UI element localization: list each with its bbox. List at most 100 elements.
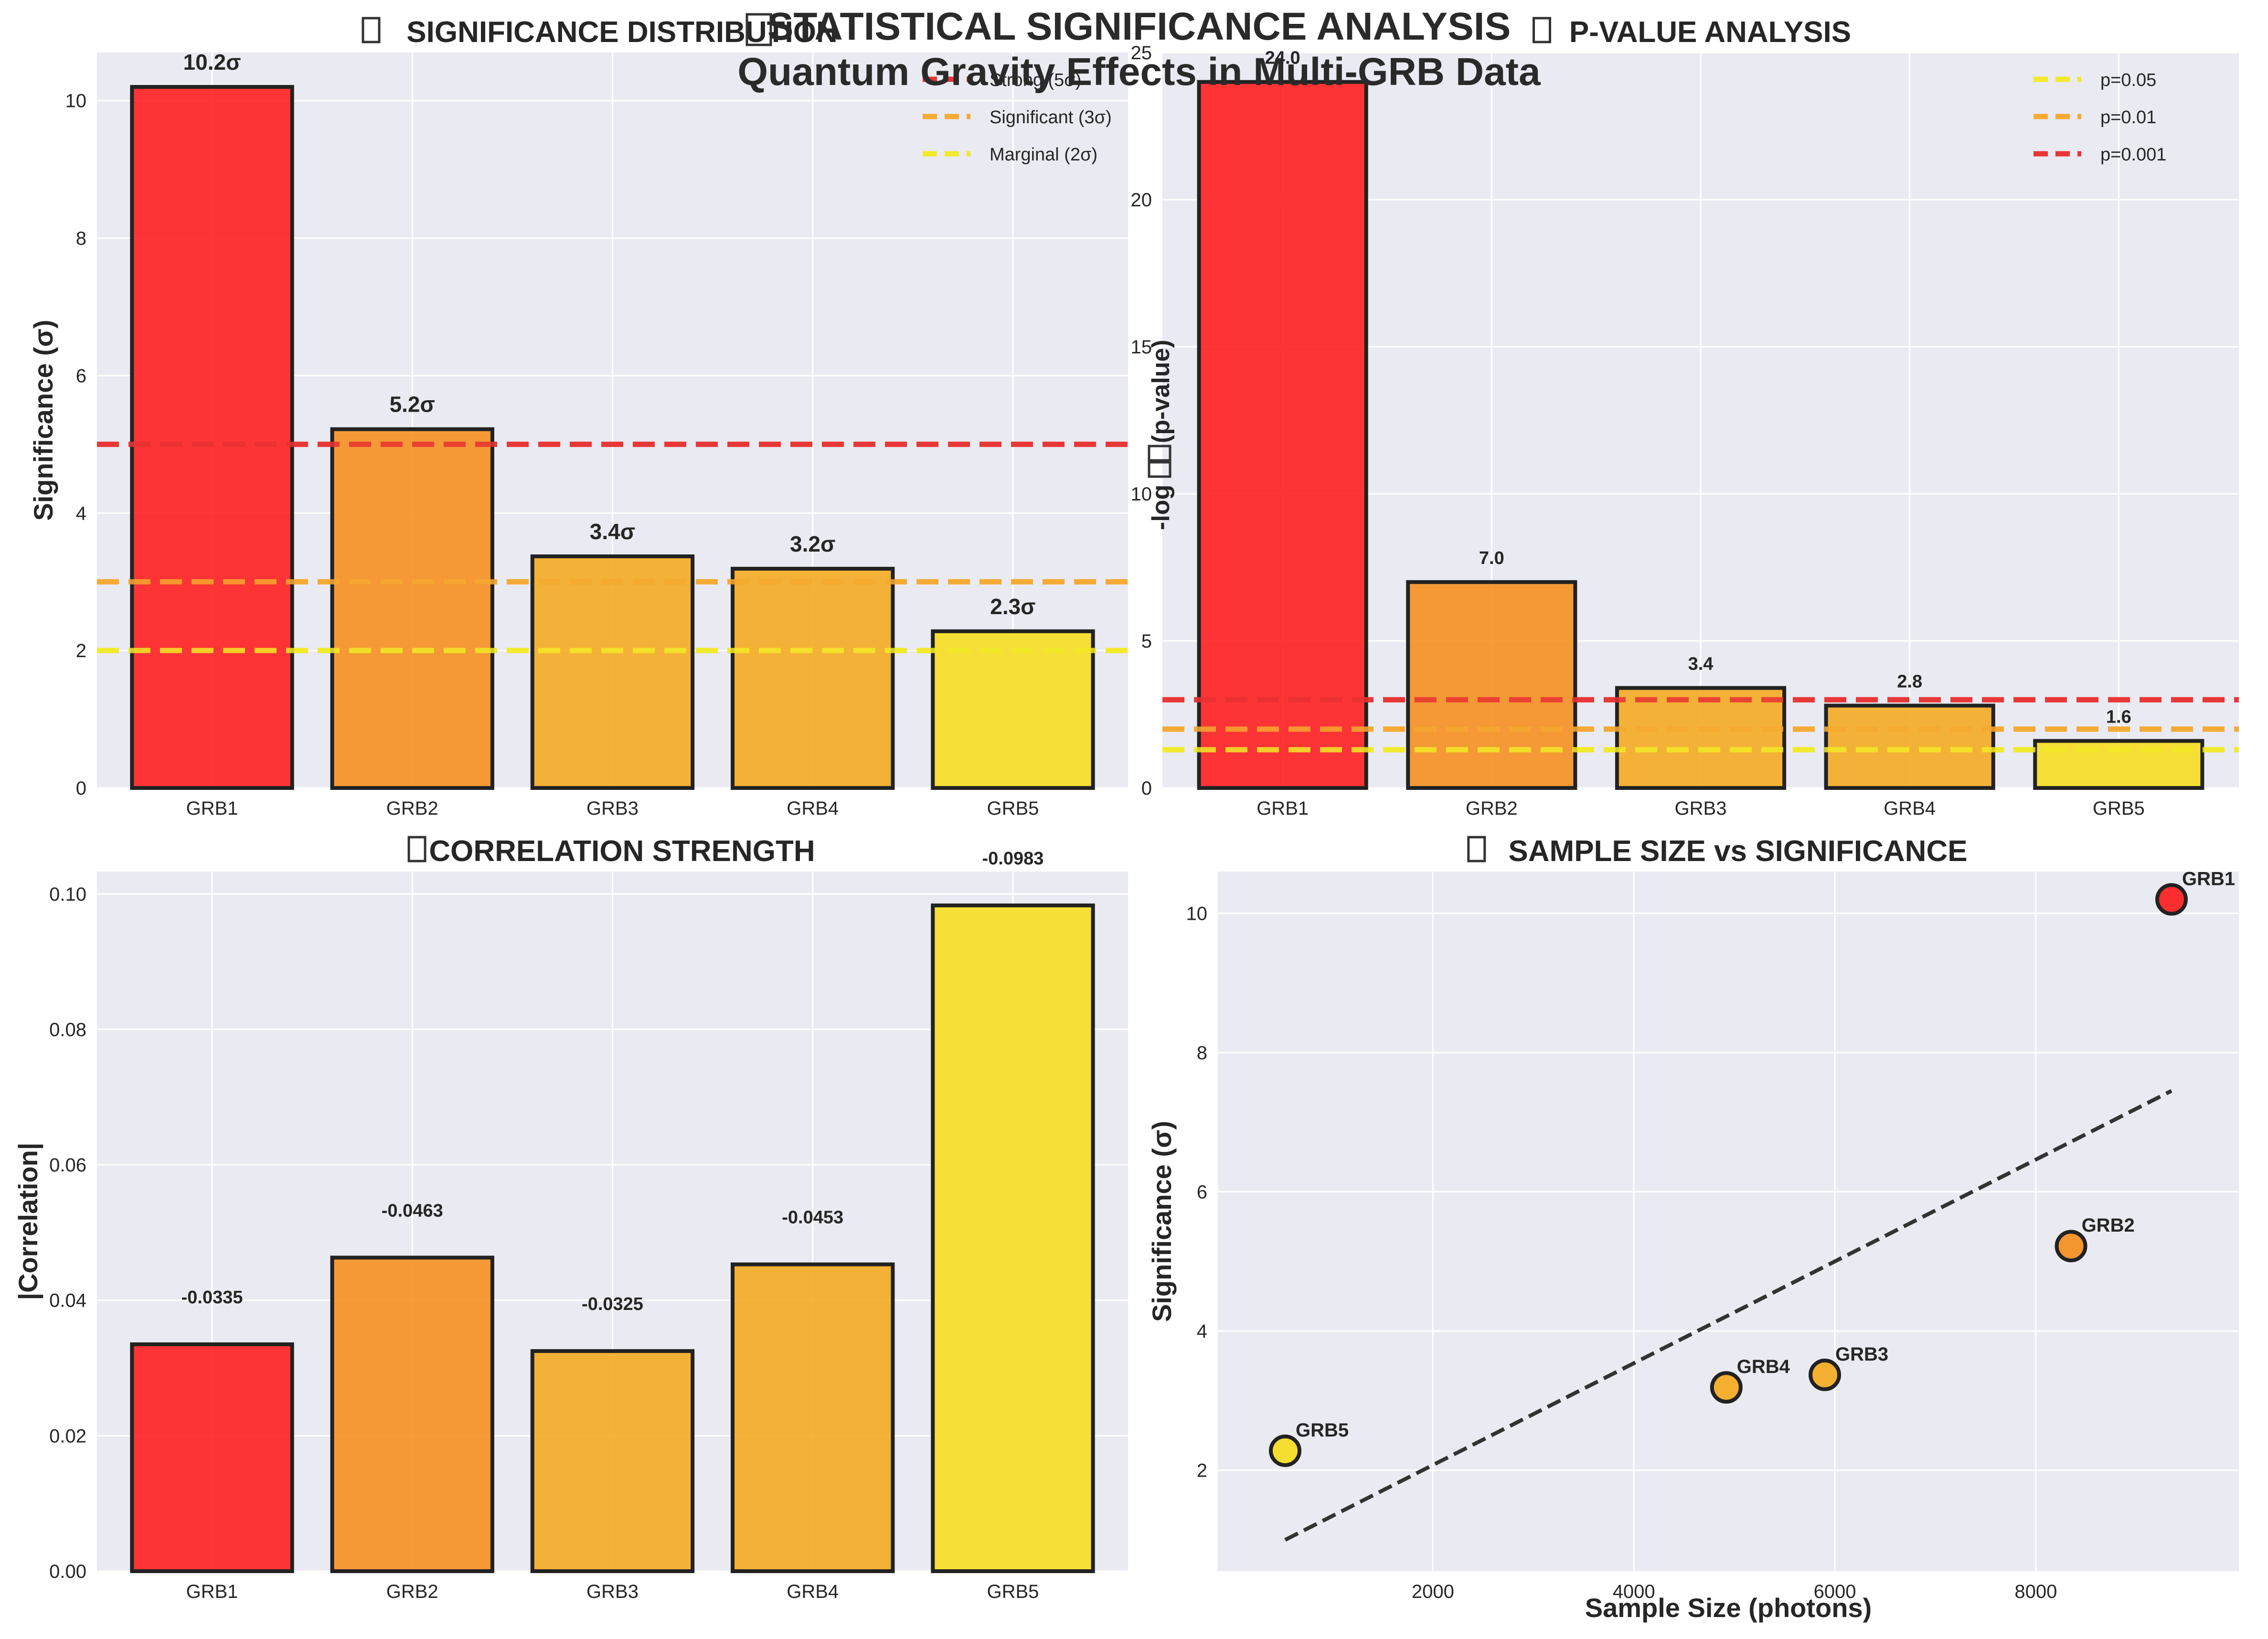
- y-tick-label: 10: [65, 91, 87, 112]
- bar-value-label: -0.0453: [782, 1208, 843, 1228]
- x-tick-label: GRB1: [1256, 798, 1309, 819]
- legend-label: Strong (5σ): [990, 70, 1081, 90]
- bar-value-label: 3.4: [1688, 654, 1714, 674]
- y-tick-label: 0.08: [49, 1019, 86, 1040]
- y-axis-label-text: Significance (σ): [28, 319, 58, 521]
- panel-title-text: SIGNIFICANCE DISTRIBUTION: [406, 16, 837, 49]
- legend-label: p=0.05: [2100, 70, 2156, 90]
- y-tick-label: 8: [1197, 1043, 1207, 1064]
- bar-grb2: [1406, 580, 1577, 790]
- y-axis-label: Significance (σ): [1147, 1121, 1177, 1322]
- bar-value-label: -0.0325: [582, 1294, 643, 1314]
- x-tick-label: GRB3: [586, 1581, 639, 1602]
- bar-grb2: [330, 427, 494, 790]
- y-tick-label: 0.04: [49, 1290, 86, 1311]
- y-tick-label: 0.06: [49, 1155, 86, 1176]
- y-axis-label: -log (p-value): [1147, 340, 1175, 530]
- x-tick-label: 4000: [1613, 1581, 1655, 1602]
- bar-grb1: [1197, 80, 1368, 790]
- y-axis-label: |Correlation|: [13, 1142, 43, 1300]
- bar-value-label: -0.0463: [382, 1201, 443, 1221]
- x-axis-label: Sample Size (photons): [1585, 1593, 1872, 1623]
- bar-grb5: [931, 629, 1095, 790]
- correlation-strength-panel: 0.00 0.02 0.04 0.06 0.08 0.10 -0.0335 -0.0463 -0…: [13, 835, 1128, 1602]
- x-tick-label: GRB5: [2093, 798, 2145, 819]
- bar-value-label: 2.8: [1897, 672, 1922, 692]
- significance-distribution-panel: 0 2 4 6 8 10 10.2σ 5.2σ 3.4σ 3.2σ 2.3σ GRB1 GRB2 GRB3…: [28, 16, 1128, 819]
- y-tick-label: 25: [1131, 43, 1152, 64]
- y-tick-label: 20: [1131, 190, 1152, 211]
- y-tick-label: 8: [76, 228, 86, 249]
- panel-title-text: SAMPLE SIZE vs SIGNIFICANCE: [1508, 835, 1967, 868]
- bar-grb1: [130, 1342, 294, 1573]
- panel-title: SAMPLE SIZE vs SIGNIFICANCE: [1467, 835, 1968, 868]
- point-label: GRB5: [1296, 1420, 1349, 1441]
- scatter-point-grb5: [1268, 1434, 1301, 1467]
- bar-value-label: 10.2σ: [183, 50, 241, 74]
- bar-grb3: [530, 554, 695, 790]
- y-tick-label: 6: [1197, 1182, 1207, 1203]
- y-tick-label: 0.10: [49, 884, 86, 905]
- bar-value-label: 2.3σ: [990, 594, 1035, 619]
- scatter-point-grb2: [2055, 1230, 2087, 1263]
- x-tick-label: GRB5: [987, 798, 1039, 819]
- x-tick-label: GRB2: [386, 798, 438, 819]
- y-axis-label-text: Significance (σ): [1147, 1121, 1177, 1322]
- point-label: GRB1: [2182, 868, 2235, 889]
- bar-grb5: [931, 903, 1095, 1573]
- scatter-point-grb4: [1710, 1371, 1743, 1404]
- title-missing-glyph-icon: [1532, 17, 1551, 43]
- y-tick-label: 2: [1197, 1460, 1207, 1481]
- point-label: GRB2: [2082, 1215, 2135, 1236]
- y-tick-label: 10: [1131, 484, 1152, 505]
- bar-grb2: [330, 1256, 494, 1574]
- title-missing-glyph-icon: [362, 17, 381, 43]
- bar-value-label: 5.2σ: [390, 392, 435, 417]
- title-missing-glyph-icon: [745, 13, 772, 46]
- legend-label: Marginal (2σ): [990, 145, 1097, 165]
- bar-value-label: -0.0983: [982, 849, 1044, 869]
- panel-title-text: P-VALUE ANALYSIS: [1569, 16, 1851, 49]
- legend: p=0.05 p=0.01 p=0.001: [2034, 70, 2166, 165]
- panel-title: SIGNIFICANCE DISTRIBUTION: [362, 16, 838, 49]
- x-tick-label: GRB4: [787, 1581, 839, 1602]
- plot-area: [1218, 872, 2239, 1571]
- x-tick-label: GRB1: [186, 798, 238, 819]
- bar-value-label: 3.4σ: [590, 519, 635, 544]
- y-tick-label: 2: [76, 640, 86, 661]
- y-tick-label: 0: [76, 778, 86, 799]
- bar-value-label: -0.0335: [181, 1288, 243, 1308]
- figure-title-line1: STATISTICAL SIGNIFICANCE ANALYSIS: [767, 5, 1511, 48]
- bar-grb1: [130, 85, 294, 790]
- p-value-analysis-panel: 0 5 10 15 20 25 24.0 7.0 3.4 2.8 1.6 GRB1 GRB2 GRB3 GR…: [1131, 16, 2239, 819]
- y-tick-label: 15: [1131, 337, 1152, 358]
- y-axis-label-text: -log: [1147, 485, 1175, 530]
- bar-grb3: [530, 1349, 695, 1574]
- scatter-point-grb3: [1809, 1358, 1842, 1391]
- bar-value-label: 1.6: [2106, 707, 2131, 727]
- scatter-point-grb1: [2155, 883, 2188, 916]
- legend-label: p=0.001: [2100, 145, 2166, 165]
- legend-label: p=0.01: [2100, 107, 2156, 128]
- y-tick-label: 5: [1141, 631, 1152, 652]
- x-tick-label: 2000: [1412, 1581, 1454, 1602]
- y-tick-label: 10: [1186, 903, 1208, 924]
- y-tick-label: 0.02: [49, 1426, 86, 1447]
- sample-size-vs-significance-panel: 2 4 6 8 10 2000 4000 6000 8000 GRB1 GRB2 GRB3 GRB4 GR…: [1147, 835, 2239, 1623]
- bar-grb3: [1615, 686, 1787, 790]
- title-missing-glyph-icon: [407, 836, 426, 862]
- y-axis-label-suffix: (p-value): [1147, 340, 1175, 443]
- legend: Strong (5σ) Significant (3σ) Marginal (2σ): [923, 70, 1112, 165]
- subscript-missing-glyph-icon: [1148, 445, 1171, 462]
- panel-title-text: CORRELATION STRENGTH: [429, 835, 815, 868]
- x-tick-label: GRB2: [1466, 798, 1518, 819]
- subscript-missing-glyph-icon: [1148, 461, 1171, 478]
- y-tick-label: 0.00: [49, 1561, 86, 1582]
- x-tick-label: GRB4: [787, 798, 839, 819]
- trend-line: [1284, 1089, 2172, 1542]
- point-label: GRB4: [1737, 1356, 1790, 1377]
- x-tick-label: GRB3: [586, 798, 639, 819]
- point-label: GRB3: [1835, 1344, 1888, 1365]
- panel-title: P-VALUE ANALYSIS: [1532, 16, 1851, 49]
